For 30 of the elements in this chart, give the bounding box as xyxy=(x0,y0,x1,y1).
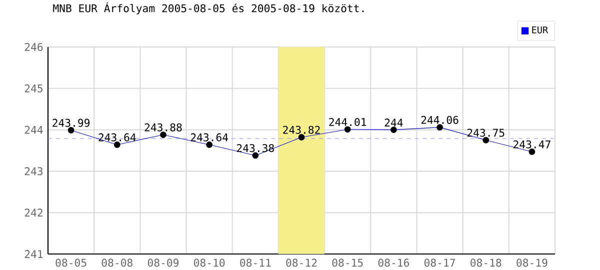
y-tick-label: 245 xyxy=(24,84,42,92)
x-tick-label: 08-16 xyxy=(378,258,409,267)
data-label: 243.88 xyxy=(144,123,182,132)
x-tick-label: 08-05 xyxy=(56,258,86,267)
x-tick-label: 08-12 xyxy=(286,258,317,267)
x-tick-label: 08-19 xyxy=(516,258,548,267)
x-tick-label: 08-17 xyxy=(424,258,455,267)
data-label: 243.64 xyxy=(190,133,228,142)
y-tick-label: 246 xyxy=(24,42,43,52)
data-label: 243.64 xyxy=(98,133,136,142)
data-label: 244.01 xyxy=(329,118,366,126)
data-label: 244 xyxy=(384,118,403,126)
x-tick-label: 08-11 xyxy=(240,258,271,267)
y-tick-label: 241 xyxy=(24,250,43,258)
data-label: 244.06 xyxy=(421,116,458,124)
data-label: 243.38 xyxy=(237,144,274,152)
y-tick-label: 242 xyxy=(24,208,42,217)
data-label: 243.99 xyxy=(52,118,90,127)
x-tick-label: 08-18 xyxy=(470,258,502,267)
y-tick-label: 243 xyxy=(24,167,43,176)
y-tick-label: 244 xyxy=(24,126,43,134)
x-tick-label: 08-10 xyxy=(194,258,225,267)
x-tick-label: 08-15 xyxy=(332,258,363,267)
data-label: 243.75 xyxy=(467,128,504,137)
x-tick-label: 08-08 xyxy=(102,258,132,267)
data-label: 243.47 xyxy=(514,140,550,148)
x-tick-label: 08-09 xyxy=(148,258,178,267)
data-label: 243.82 xyxy=(283,126,320,134)
chart-title: MNB EUR Árfolyam 2005-08-05 és 2005-08-19 között. xyxy=(53,2,364,14)
legend-label: EUR xyxy=(532,26,548,34)
